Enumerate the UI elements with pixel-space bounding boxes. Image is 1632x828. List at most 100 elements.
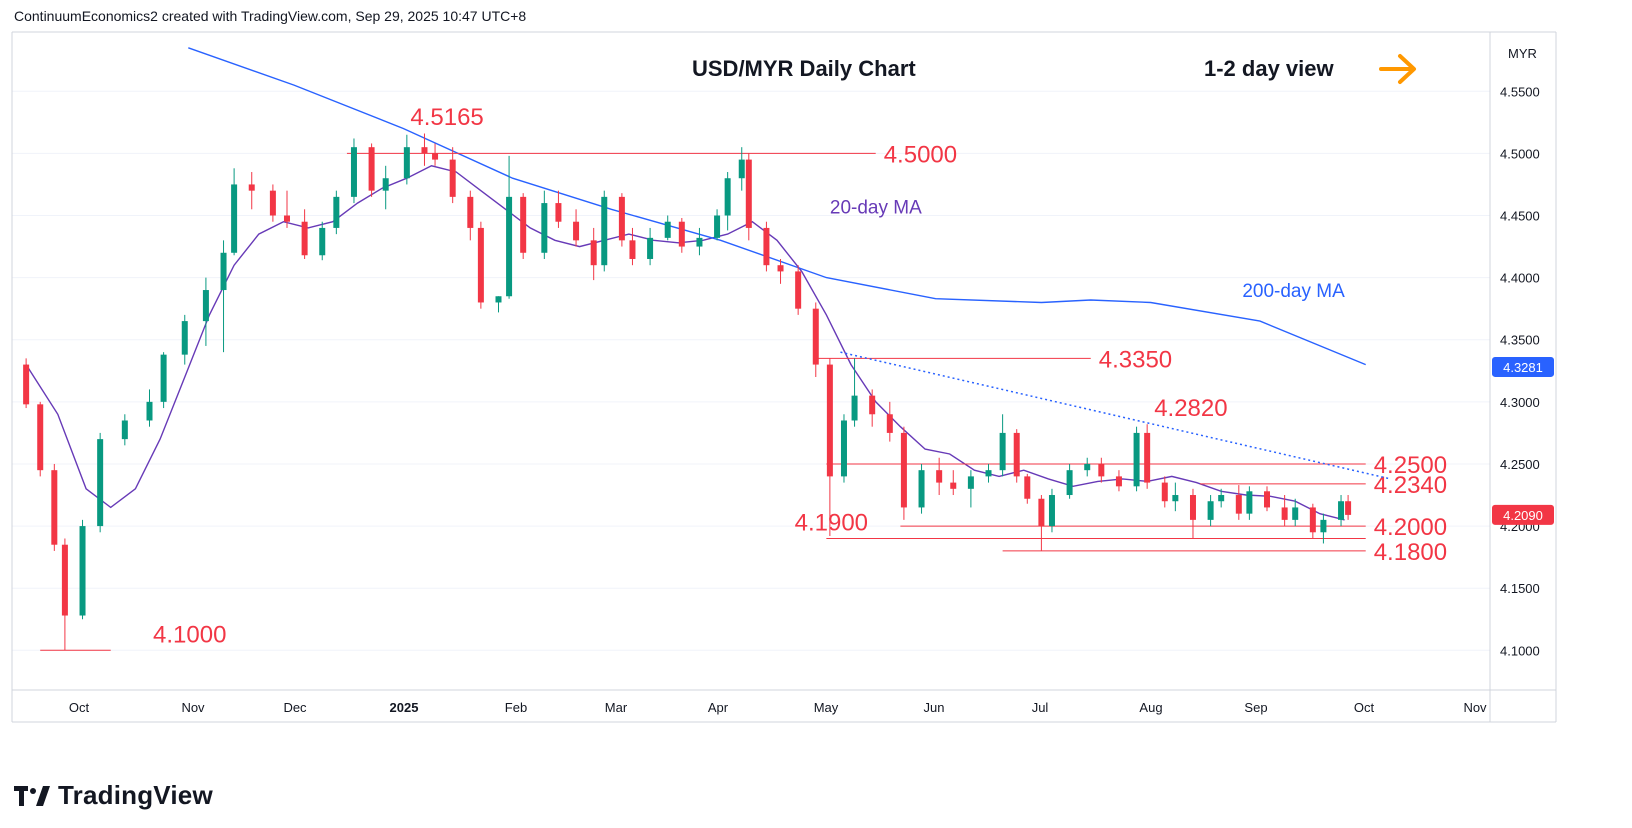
tradingview-logo-icon [14,785,50,806]
candle-body [555,203,562,222]
candle-body [432,153,439,160]
candle-body [1048,495,1055,527]
level-label: 4.2340 [1374,472,1447,499]
candle-body [1207,501,1214,520]
y-tick-label: 4.2500 [1500,457,1540,472]
candle-body [1066,470,1073,496]
y-tick-label: 4.5000 [1500,146,1540,161]
candle-body [495,296,502,303]
trendline [840,351,1391,480]
ma-label: 20-day MA [830,198,922,219]
level-label: 4.1800 [1374,539,1447,566]
candle-body [647,237,654,259]
candle-body [618,196,625,241]
candle-body [840,420,847,477]
candle-body [1115,476,1122,487]
candle-body [601,196,608,266]
x-tick-label: Feb [505,700,527,715]
candle-body [520,196,527,253]
x-tick-label: Sep [1244,700,1267,715]
candle-body [121,420,128,440]
y-tick-label: 4.3000 [1500,395,1540,410]
candle-body [985,470,992,477]
candle-body [714,215,721,238]
x-tick-label: Oct [69,700,90,715]
candle-body [678,221,685,247]
candle-body [1264,491,1271,508]
y-tick-label: 4.1000 [1500,643,1540,658]
price-annotation: 4.1900 [795,510,868,537]
candle-body [763,227,770,266]
candle-body [886,414,893,433]
candle-body [146,401,153,421]
candle-body [1218,495,1225,502]
candle-body [319,227,326,256]
candle-body [918,470,925,508]
tradingview-logo[interactable]: TradingView [14,780,213,811]
candle-body [664,221,671,238]
ma200-price-label-bg [1492,356,1554,377]
price-annotation: 4.1000 [153,621,226,648]
candle-body [333,196,340,228]
candle-body [1189,495,1196,520]
x-tick-label: Oct [1354,700,1375,715]
candle-body [738,159,745,179]
right-arrow-icon [1379,54,1416,84]
candle-body [869,395,876,415]
candle-body [202,290,209,322]
candle-body [403,147,410,179]
candle-body [1161,482,1168,502]
candle-body [950,482,957,489]
candle-body [97,439,104,527]
candle-body [1292,507,1299,520]
ma-label: 200-day MA [1242,281,1345,302]
candle-body [590,240,597,266]
ma200-price-label: 4.3281 [1503,360,1543,375]
candle-body [350,147,357,197]
candle-body [696,237,703,247]
candle-body [1133,432,1140,487]
candle-body [745,159,752,228]
last-price-label: 4.2090 [1503,508,1543,523]
y-tick-label: 4.4000 [1500,271,1540,286]
candle-body [506,196,513,297]
price-chart[interactable]: 4.5500 4.5000 4.4500 4.4000 4.3500 4.3000 4.25… [0,0,1632,770]
candle-body [936,470,943,483]
candle-body [812,308,819,365]
candle-body [283,215,290,222]
candle-body [826,364,833,477]
x-tick-label: Jun [924,700,945,715]
currency-label: MYR [1508,46,1537,61]
candle-body [220,252,227,291]
candle-body [382,178,389,191]
level-label: 4.3350 [1099,346,1172,373]
candle-body [1246,491,1253,514]
candle-body [795,271,802,309]
candle-body [1144,432,1151,483]
candle-body [1320,519,1327,533]
x-tick-label: Jul [1032,700,1049,715]
candle-body [1235,495,1242,514]
level-label: 4.5000 [884,141,957,168]
price-annotation: 4.5165 [410,104,483,131]
x-tick-label: Nov [1463,700,1487,715]
x-tick-label: 2025 [390,700,419,715]
x-tick-label: Aug [1139,700,1162,715]
candle-body [477,227,484,303]
ma200-line [188,47,1366,366]
candle-body [967,476,974,489]
x-tick-label: Apr [708,700,729,715]
chart-title: USD/MYR Daily Chart [692,56,916,81]
candle-body [1024,476,1031,499]
candle-body [23,364,30,405]
candle-body [1172,495,1179,502]
last-price-label-bg [1492,504,1554,525]
candle-body [301,221,308,256]
candle-body [1013,432,1020,477]
candle-body [573,221,580,241]
candle-body [1338,501,1345,520]
chart-attribution: ContinuumEconomics2 created with Trading… [14,8,527,24]
x-tick-label: Dec [283,700,307,715]
y-tick-label: 4.1500 [1500,581,1540,596]
tradingview-wordmark: TradingView [58,780,213,810]
